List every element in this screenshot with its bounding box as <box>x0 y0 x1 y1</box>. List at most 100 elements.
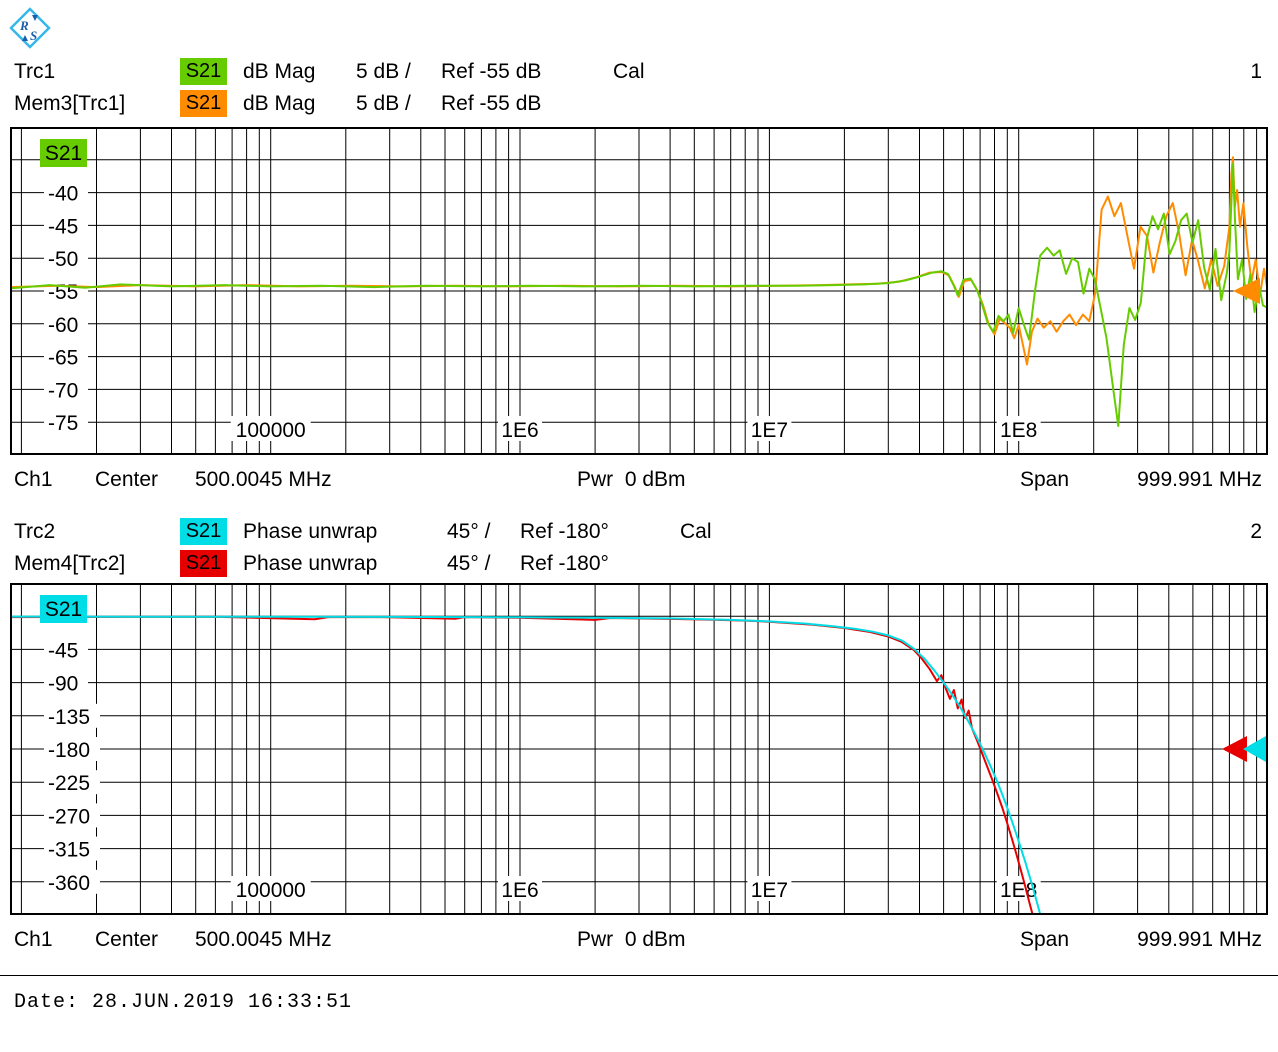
tick-label-bg <box>44 246 88 271</box>
trace-line[interactable] <box>10 162 1268 428</box>
tick-label-bg <box>44 637 88 662</box>
mem4-format-label: Phase unwrap <box>243 552 378 575</box>
status-separator-line <box>0 975 1278 976</box>
trace-line[interactable] <box>10 615 1044 915</box>
x-tick-label: 100000 <box>236 419 306 442</box>
trace-legend-label: S21 <box>45 598 82 621</box>
channel-label[interactable]: Ch1 <box>14 928 53 951</box>
trace1-s21-badge[interactable]: S21 <box>180 58 227 85</box>
y-tick-label: -180 <box>48 739 90 762</box>
span-label[interactable]: Span <box>1020 468 1070 491</box>
trace1-header-row[interactable]: Trc1 S21 dB Mag 5 dB / Ref -55 dB Cal 1 <box>0 58 1278 86</box>
trace2-scale-label: 45° / <box>447 520 491 543</box>
tick-label-bg <box>44 213 88 238</box>
x-tick-label: 1E7 <box>751 419 788 442</box>
y-tick-label: -45 <box>48 215 78 238</box>
tick-label-bg <box>44 703 100 728</box>
tick-label-bg <box>44 670 88 695</box>
tick-label-bg <box>44 737 100 761</box>
y-tick-label: -65 <box>48 347 78 370</box>
y-tick-label: -315 <box>48 839 90 862</box>
power-value[interactable]: Pwr 0 dBm <box>577 928 686 951</box>
trace-legend-label: S21 <box>45 142 82 165</box>
phase-chart[interactable]: 100000 1E6 1E7 1E8-45-90-135-180-225-270-31… <box>10 583 1268 915</box>
date-line: Date: 28.JUN.2019 16:33:51 <box>14 991 353 1014</box>
mem3-name[interactable]: Mem3[Trc1] <box>14 92 126 115</box>
y-tick-label: -70 <box>48 379 78 402</box>
center-label[interactable]: Center <box>95 468 159 491</box>
x-tick-label: 1E8 <box>1000 419 1037 442</box>
tick-label-bg <box>996 416 1041 441</box>
trace2-format-label: Phase unwrap <box>243 520 378 543</box>
x-tick-label: 1E6 <box>501 419 538 442</box>
y-tick-label: -135 <box>48 706 90 729</box>
x-tick-label: 100000 <box>236 879 306 902</box>
trace1-ref-label: Ref -55 dB <box>441 60 542 83</box>
mem4-header-row[interactable]: Mem4[Trc2] S21 Phase unwrap 45° / Ref -1… <box>0 550 1278 578</box>
trace1-name[interactable]: Trc1 <box>14 60 56 83</box>
tick-label-bg <box>44 311 88 336</box>
span-value[interactable]: 999.991 MHz <box>1137 928 1262 951</box>
mem3-s21-badge[interactable]: S21 <box>180 90 227 117</box>
trace2-name[interactable]: Trc2 <box>14 520 56 543</box>
tick-label-bg <box>498 416 542 441</box>
trace1-scale-label: 5 dB / <box>356 60 411 83</box>
center-label[interactable]: Center <box>95 928 159 951</box>
tick-label-bg <box>230 876 311 901</box>
y-tick-label: -45 <box>48 639 78 662</box>
mem3-ref-label: Ref -55 dB <box>441 92 542 115</box>
tick-label-bg <box>747 876 792 901</box>
tick-label-bg <box>44 180 88 205</box>
x-tick-label: 1E6 <box>501 879 538 902</box>
y-tick-label: -270 <box>48 805 90 828</box>
tick-label-bg <box>44 279 88 303</box>
tick-label-bg <box>44 836 100 861</box>
trace2-ref-label: Ref -180° <box>520 520 609 543</box>
ref-marker-arrow[interactable] <box>1243 736 1266 762</box>
mem3-format-label: dB Mag <box>243 92 316 115</box>
tick-label-bg <box>44 377 88 402</box>
span-value[interactable]: 999.991 MHz <box>1137 468 1262 491</box>
power-value[interactable]: Pwr 0 dBm <box>577 468 686 491</box>
trace2-header-row[interactable]: Trc2 S21 Phase unwrap 45° / Ref -180° Ca… <box>0 518 1278 546</box>
y-tick-label: -225 <box>48 772 90 795</box>
mem4-scale-label: 45° / <box>447 552 491 575</box>
trace2-cal-label: Cal <box>680 520 712 543</box>
svg-text:R: R <box>19 18 29 33</box>
y-tick-label: -60 <box>48 314 78 337</box>
channel-label[interactable]: Ch1 <box>14 468 53 491</box>
mem3-header-row[interactable]: Mem3[Trc1] S21 dB Mag 5 dB / Ref -55 dB <box>0 90 1278 118</box>
magnitude-chart[interactable]: 100000 1E6 1E7 1E8-40-45-50-55-60-65-70-75S… <box>10 127 1268 455</box>
trace1-cal-label: Cal <box>613 60 645 83</box>
y-tick-label: -75 <box>48 412 78 435</box>
tick-label-bg <box>498 876 542 901</box>
plot-border <box>10 127 1268 455</box>
tick-label-bg <box>230 416 311 441</box>
tick-label-bg <box>44 770 100 795</box>
ref-marker-arrow[interactable] <box>1222 736 1247 762</box>
span-label[interactable]: Span <box>1020 928 1070 951</box>
mem4-s21-badge[interactable]: S21 <box>180 550 227 577</box>
channel1-footer: Ch1 Center 500.0045 MHz Pwr 0 dBm Span 9… <box>0 466 1278 494</box>
trace-legend-badge[interactable] <box>40 139 87 167</box>
plot-border <box>10 583 1268 915</box>
tick-label-bg <box>747 416 792 441</box>
ref-marker-arrow[interactable] <box>1233 278 1260 304</box>
trace2-s21-badge[interactable]: S21 <box>180 518 227 545</box>
y-tick-label: -40 <box>48 183 78 206</box>
center-value[interactable]: 500.0045 MHz <box>195 468 332 491</box>
tick-label-bg <box>44 410 88 435</box>
channel2-footer: Ch1 Center 500.0045 MHz Pwr 0 dBm Span 9… <box>0 926 1278 954</box>
trace-legend-badge[interactable] <box>40 595 87 623</box>
mem4-name[interactable]: Mem4[Trc2] <box>14 552 126 575</box>
y-tick-label: -50 <box>48 248 78 271</box>
window2-number: 2 <box>1250 520 1262 543</box>
mem3-scale-label: 5 dB / <box>356 92 411 115</box>
tick-label-bg <box>44 344 88 369</box>
center-value[interactable]: 500.0045 MHz <box>195 928 332 951</box>
rs-logo: R S <box>9 7 51 49</box>
window1-number: 1 <box>1250 60 1262 83</box>
y-tick-label: -90 <box>48 673 78 696</box>
trace-line[interactable] <box>10 615 1037 915</box>
